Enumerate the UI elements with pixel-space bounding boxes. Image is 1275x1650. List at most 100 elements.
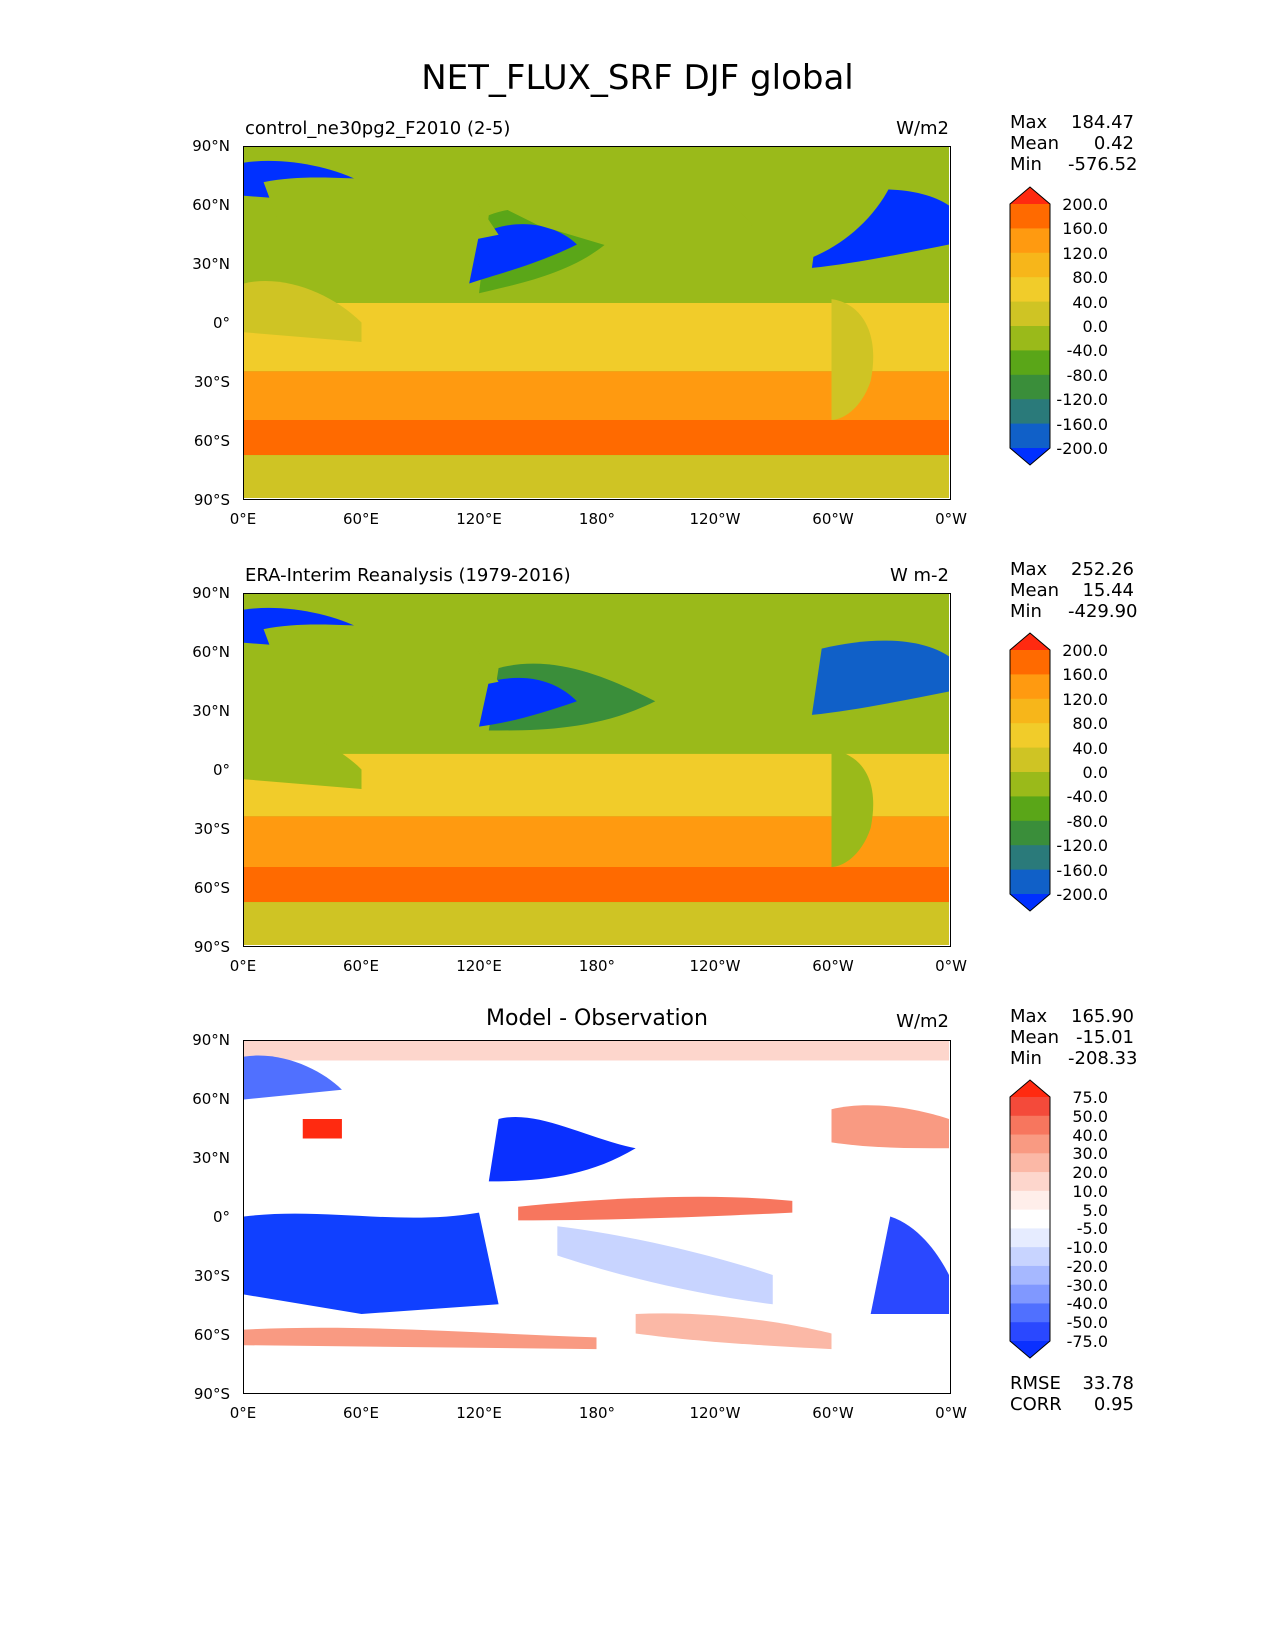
colorbar-bin bbox=[1010, 326, 1050, 351]
colorbar-bin bbox=[1010, 820, 1050, 846]
lat-tick: 60°N bbox=[192, 196, 230, 214]
colorbar-extend-top bbox=[1010, 633, 1050, 650]
lon-tick: 120°E bbox=[456, 510, 502, 528]
lat-tick: 30°S bbox=[193, 373, 230, 391]
colorbar-tick-label: -80.0 bbox=[1066, 811, 1108, 831]
lon-tick: 180° bbox=[578, 1404, 616, 1422]
colorbar-tick-label: -40.0 bbox=[1066, 341, 1108, 361]
colorbar-bin bbox=[1010, 1172, 1050, 1192]
colorbar-tick-label: 40.0 bbox=[1072, 738, 1108, 758]
colorbar-bin bbox=[1010, 723, 1050, 749]
lon-tick: 180° bbox=[578, 957, 616, 975]
colorbar-bin bbox=[1010, 1134, 1050, 1154]
map-model-field bbox=[244, 147, 949, 498]
colorbar-tick-label: 0.0 bbox=[1082, 763, 1108, 782]
colorbar-tick-label: 160.0 bbox=[1062, 665, 1108, 685]
stat-min: Min -208.33 bbox=[1010, 1048, 1138, 1069]
colorbar-tick-label: 80.0 bbox=[1072, 268, 1108, 288]
colorbar-bin bbox=[1010, 772, 1050, 797]
colorbar-bin bbox=[1010, 650, 1050, 675]
colorbar-tick-label: -200.0 bbox=[1056, 885, 1108, 904]
colorbar-tick-label: 5.0 bbox=[1082, 1200, 1108, 1220]
colorbar-tick-label: -30.0 bbox=[1066, 1275, 1108, 1295]
lon-tick: 60°E bbox=[342, 957, 380, 975]
stat-corr: CORR 0.95 bbox=[1010, 1394, 1134, 1415]
colorbar-tick-label: 120.0 bbox=[1062, 243, 1108, 263]
lat-tick: 90°S bbox=[193, 491, 230, 509]
colorbar-tick-label: 120.0 bbox=[1062, 689, 1108, 709]
colorbar-tick-label: 40.0 bbox=[1072, 1125, 1108, 1145]
colorbar-bin bbox=[1010, 1097, 1050, 1117]
lat-tick: 90°N bbox=[192, 1031, 230, 1049]
lon-tick: 60°W bbox=[812, 1404, 854, 1422]
colorbar-bin bbox=[1010, 399, 1050, 425]
map-model bbox=[243, 146, 951, 500]
colorbar-bin bbox=[1010, 1115, 1050, 1136]
lon-tick: 120°W bbox=[689, 1404, 741, 1422]
colorbar-bin bbox=[1010, 1322, 1050, 1342]
colorbar-outline bbox=[1009, 632, 1051, 912]
colorbar-tick-label: 40.0 bbox=[1072, 292, 1108, 312]
stat-mean: Mean -15.01 bbox=[1010, 1027, 1134, 1048]
lon-tick: 0°E bbox=[229, 957, 257, 975]
colorbar-bin bbox=[1010, 252, 1050, 278]
lon-tick: 180° bbox=[578, 510, 616, 528]
colorbar-tick-label: -160.0 bbox=[1056, 860, 1108, 880]
colorbar-bin bbox=[1010, 1190, 1050, 1211]
colorbar-tick-label: -120.0 bbox=[1056, 390, 1108, 410]
colorbar-bin bbox=[1010, 1228, 1050, 1248]
lat-tick: 30°S bbox=[193, 1267, 230, 1285]
lon-tick: 60°E bbox=[342, 1404, 380, 1422]
map-observation-field bbox=[244, 594, 949, 945]
lat-tick: 90°S bbox=[193, 1385, 230, 1403]
panel-center-title: Model - Observation bbox=[486, 1006, 708, 1031]
colorbar-tick-label: 160.0 bbox=[1062, 219, 1108, 239]
panel-units: W/m2 bbox=[896, 1011, 949, 1032]
colorbar-tick-label: 50.0 bbox=[1072, 1106, 1108, 1126]
lon-tick: 120°E bbox=[456, 1404, 502, 1422]
panel-units: W/m2 bbox=[896, 118, 949, 139]
colorbar-tick-label: -120.0 bbox=[1056, 836, 1108, 856]
lat-tick: 0° bbox=[212, 314, 230, 332]
lon-tick: 0°W bbox=[935, 957, 967, 975]
map-observation bbox=[243, 593, 951, 947]
lat-tick: 30°N bbox=[192, 702, 230, 720]
colorbar-bin bbox=[1010, 1209, 1050, 1229]
panel-units: W m-2 bbox=[889, 565, 949, 586]
colorbar-bin bbox=[1010, 674, 1050, 700]
colorbar-bin bbox=[1010, 747, 1050, 773]
map-difference bbox=[243, 1040, 951, 1394]
colorbar-bin bbox=[1010, 374, 1050, 400]
lat-tick: 0° bbox=[212, 1208, 230, 1226]
lat-tick: 60°S bbox=[193, 1326, 230, 1344]
lat-tick: 90°S bbox=[193, 938, 230, 956]
lon-tick: 0°W bbox=[935, 1404, 967, 1422]
colorbar-tick-label: -50.0 bbox=[1066, 1313, 1108, 1333]
colorbar-tick-label: -20.0 bbox=[1066, 1256, 1108, 1276]
colorbar-tick-label: 20.0 bbox=[1072, 1163, 1108, 1183]
colorbar-extend-bottom bbox=[1010, 448, 1050, 465]
colorbar-tick-label: -160.0 bbox=[1056, 414, 1108, 434]
colorbar-tick-label: -80.0 bbox=[1066, 365, 1108, 385]
colorbar-tick-label: -75.0 bbox=[1066, 1332, 1108, 1351]
colorbar bbox=[1009, 186, 1051, 466]
stat-max: Max 165.90 bbox=[1010, 1006, 1134, 1027]
lon-tick: 120°W bbox=[689, 510, 741, 528]
colorbar-bin bbox=[1010, 228, 1050, 254]
lon-tick: 60°W bbox=[812, 510, 854, 528]
lon-tick: 120°E bbox=[456, 957, 502, 975]
colorbar-tick-label: 0.0 bbox=[1082, 317, 1108, 336]
colorbar-bin bbox=[1010, 869, 1050, 895]
panel-title: control_ne30pg2_F2010 (2-5) bbox=[245, 118, 511, 139]
colorbar-bin bbox=[1010, 277, 1050, 303]
stat-mean: Mean 0.42 bbox=[1010, 133, 1134, 154]
colorbar-tick-label: -40.0 bbox=[1066, 787, 1108, 807]
lat-tick: 60°S bbox=[193, 432, 230, 450]
colorbar-bin bbox=[1010, 1303, 1050, 1323]
colorbar-tick-label: -200.0 bbox=[1056, 439, 1108, 458]
colorbar-bin bbox=[1010, 350, 1050, 376]
lat-tick: 0° bbox=[212, 761, 230, 779]
colorbar-bin bbox=[1010, 204, 1050, 229]
colorbar-bin bbox=[1010, 1247, 1050, 1267]
colorbar-bin bbox=[1010, 698, 1050, 724]
